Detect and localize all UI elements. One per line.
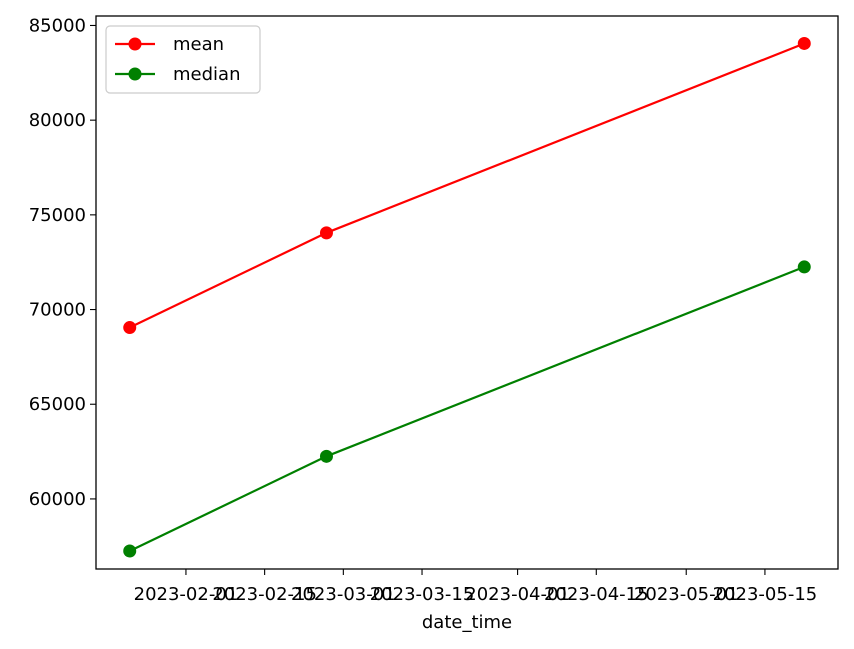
- data-point-mean-2: [797, 36, 811, 50]
- x-tick-label: 2023-05-01: [634, 584, 739, 605]
- x-tick-label: 2023-05-15: [713, 584, 818, 605]
- y-tick-label: 65000: [29, 394, 86, 415]
- y-tick-label: 75000: [29, 205, 86, 226]
- legend-marker-median: [128, 67, 142, 81]
- x-tick-label: 2023-04-01: [465, 584, 570, 605]
- data-point-median-1: [319, 449, 333, 463]
- x-tick-label: 2023-03-01: [291, 584, 396, 605]
- legend-label-mean: mean: [173, 34, 224, 55]
- legend: mean median: [105, 25, 261, 94]
- legend-marker-mean: [128, 37, 142, 51]
- plot-frame: [95, 15, 839, 570]
- data-point-mean-0: [123, 321, 137, 335]
- x-tick-label: 2023-02-15: [212, 584, 317, 605]
- data-point-median-2: [797, 260, 811, 274]
- data-point-median-0: [123, 544, 137, 558]
- y-tick-label: 60000: [29, 489, 86, 510]
- y-axis-ticks: 60000 65000 70000 75000 80000 85000: [29, 15, 96, 510]
- x-tick-label: 2023-02-01: [134, 584, 239, 605]
- legend-label-median: median: [173, 64, 240, 85]
- legend-box: [105, 25, 261, 94]
- y-tick-label: 80000: [29, 110, 86, 131]
- x-tick-label: 2023-03-15: [370, 584, 475, 605]
- series-layer: [123, 36, 811, 558]
- x-axis-ticks: 2023-02-012023-02-152023-03-012023-03-15…: [134, 569, 818, 605]
- y-tick-label: 70000: [29, 300, 86, 321]
- x-tick-label: 2023-04-15: [544, 584, 649, 605]
- data-point-mean-1: [319, 226, 333, 240]
- series-line-median: [129, 265, 805, 552]
- y-tick-label: 85000: [29, 15, 86, 36]
- x-axis-title: date_time: [422, 612, 512, 633]
